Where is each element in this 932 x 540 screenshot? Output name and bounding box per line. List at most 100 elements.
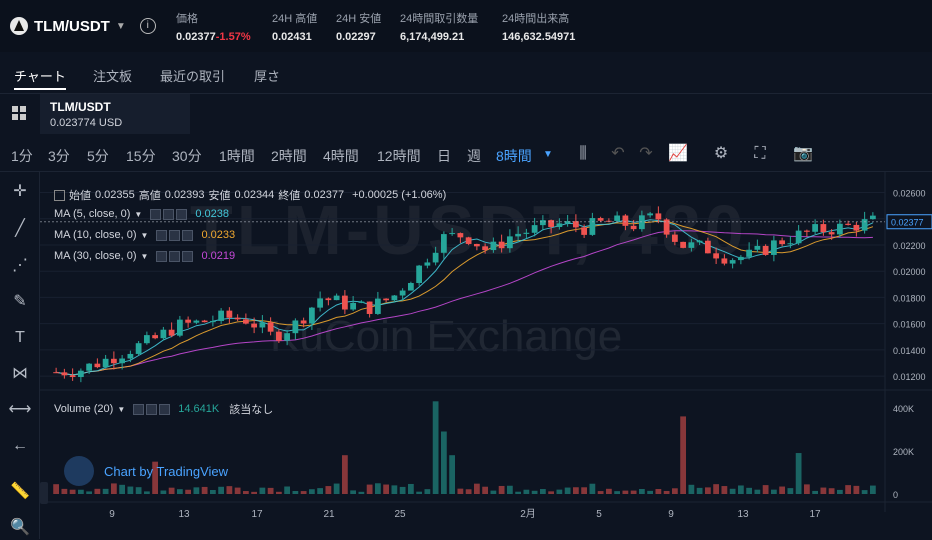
brush-icon[interactable]: ✎ bbox=[13, 293, 27, 310]
chevron-down-icon[interactable]: ▼ bbox=[140, 230, 149, 240]
tab-bar: チャート 注文板 最近の取引 厚さ bbox=[0, 52, 932, 94]
tf-1h[interactable]: 1時間 bbox=[219, 148, 255, 164]
volume-bar bbox=[663, 490, 670, 494]
indicator-controls[interactable] bbox=[150, 208, 188, 220]
tf-8h[interactable]: 8時間 bbox=[496, 148, 532, 164]
fullscreen-icon[interactable]: ⛶ bbox=[754, 145, 766, 162]
indicator-controls[interactable] bbox=[156, 250, 194, 262]
tf-4h[interactable]: 4時間 bbox=[323, 148, 359, 164]
symbol-info[interactable]: TLM/USDT 0.023774 USD bbox=[40, 94, 190, 134]
volume-bar bbox=[374, 483, 381, 494]
tf-day[interactable]: 日 bbox=[437, 148, 451, 164]
undo-icon[interactable]: ↶ bbox=[611, 145, 625, 162]
indicators-icon[interactable]: 📈 bbox=[668, 145, 688, 162]
chevron-down-icon[interactable]: ▼ bbox=[140, 251, 149, 261]
volume-bar bbox=[861, 490, 868, 494]
volume-bar bbox=[597, 491, 604, 494]
camera-icon[interactable]: 📷 bbox=[793, 145, 813, 162]
candle-body bbox=[556, 223, 563, 227]
stat-price: 価格 0.02377-1.57% bbox=[176, 12, 251, 43]
trendline-icon[interactable]: ╱ bbox=[15, 220, 25, 237]
candle-body bbox=[407, 283, 414, 291]
layout-grid-icon[interactable] bbox=[12, 106, 26, 120]
candle-body bbox=[300, 320, 307, 324]
volume-bar bbox=[432, 401, 439, 494]
tf-12h[interactable]: 12時間 bbox=[377, 148, 421, 164]
price-chart[interactable]: 0.026000.024000.022000.020000.018000.016… bbox=[40, 172, 932, 539]
pair-selector[interactable]: TLM/USDT ▼ i bbox=[0, 17, 176, 35]
volume-bar bbox=[259, 487, 266, 494]
back-arrow-icon[interactable]: ← bbox=[12, 437, 28, 454]
volume-bar bbox=[812, 490, 819, 494]
candle-body bbox=[391, 295, 398, 301]
candle-body bbox=[110, 358, 117, 364]
symbol-watermark: TLM-USDT, 480 bbox=[190, 191, 748, 269]
tab-orderbook[interactable]: 注文板 bbox=[93, 69, 133, 84]
candle-body bbox=[721, 258, 728, 264]
candle-body bbox=[350, 302, 357, 310]
crosshair-icon[interactable]: ✛ bbox=[13, 183, 27, 200]
volume-bar bbox=[630, 490, 637, 494]
info-icon[interactable]: i bbox=[139, 18, 156, 34]
stat-high: 24H 高値 0.02431 bbox=[272, 12, 318, 43]
candle-body bbox=[251, 323, 258, 328]
volume-legend[interactable]: Volume (20) ▼ 14.641K 該当なし bbox=[54, 403, 274, 416]
timeframe-toolbar: 1分 3分 5分 15分 30分 1時間 2時間 4時間 12時間 日 週 8時… bbox=[0, 136, 932, 172]
time-tick-label: 9 bbox=[668, 509, 674, 520]
volume-bar bbox=[135, 487, 142, 494]
tradingview-badge[interactable]: Chart by TradingView bbox=[64, 456, 228, 486]
volume-bar bbox=[581, 487, 588, 494]
volume-bar bbox=[869, 485, 876, 494]
gear-icon[interactable]: ⚙ bbox=[713, 145, 729, 162]
indicator-controls[interactable] bbox=[156, 229, 194, 241]
candle-body bbox=[564, 221, 571, 224]
time-tick-label: 2月 bbox=[520, 508, 536, 520]
candle-body bbox=[325, 298, 332, 301]
fib-icon[interactable]: ⋰ bbox=[12, 257, 28, 274]
candle-body bbox=[292, 320, 299, 334]
tf-2h[interactable]: 2時間 bbox=[271, 148, 307, 164]
pattern-icon[interactable]: ⋈ bbox=[12, 365, 28, 382]
candle-body bbox=[284, 333, 291, 341]
chart-area[interactable]: TLM-USDT, 480 KuCoin Exchange 0.02600 0.0… bbox=[40, 172, 932, 539]
volume-bar bbox=[209, 489, 216, 494]
volume-bar bbox=[176, 489, 183, 494]
candle-body bbox=[416, 265, 423, 284]
tab-recent-trades[interactable]: 最近の取引 bbox=[160, 69, 226, 84]
volume-bar bbox=[762, 485, 769, 494]
collapse-icon[interactable] bbox=[54, 189, 65, 201]
volume-bar bbox=[795, 453, 802, 494]
measure-icon[interactable]: ⟷ bbox=[8, 401, 32, 418]
tf-3m[interactable]: 3分 bbox=[48, 148, 70, 164]
candle-type-icon[interactable]: ⫼ bbox=[579, 145, 587, 162]
tf-1m[interactable]: 1分 bbox=[11, 148, 33, 164]
ma10-legend[interactable]: MA (10, close, 0) ▼ 0.0233 bbox=[54, 229, 236, 241]
chevron-down-icon[interactable]: ▼ bbox=[117, 404, 126, 414]
chevron-down-icon[interactable]: ▼ bbox=[134, 209, 143, 219]
tab-depth[interactable]: 厚さ bbox=[254, 69, 281, 84]
volume-bar bbox=[853, 485, 860, 494]
volume-bar bbox=[127, 486, 134, 494]
volume-bar bbox=[465, 489, 472, 494]
volume-bar bbox=[440, 431, 447, 494]
ma30-legend[interactable]: MA (30, close, 0) ▼ 0.0219 bbox=[54, 250, 236, 262]
price-tick-label: 0.01800 bbox=[893, 293, 926, 303]
redo-icon[interactable]: ↷ bbox=[639, 145, 653, 162]
ruler-icon[interactable]: 📏 bbox=[10, 483, 30, 500]
volume-bar bbox=[341, 455, 348, 494]
candle-body bbox=[498, 241, 505, 249]
text-icon[interactable]: T bbox=[15, 329, 25, 346]
indicator-controls[interactable] bbox=[133, 403, 171, 415]
volume-bar bbox=[721, 486, 728, 494]
zoom-icon[interactable]: 🔍 bbox=[10, 519, 30, 536]
tab-chart[interactable]: チャート bbox=[14, 66, 66, 90]
tf-30m[interactable]: 30分 bbox=[172, 148, 202, 164]
tf-week[interactable]: 週 bbox=[467, 148, 481, 164]
volume-bar bbox=[53, 484, 60, 494]
tf-5m[interactable]: 5分 bbox=[87, 148, 109, 164]
tf-15m[interactable]: 15分 bbox=[126, 148, 156, 164]
candle-body bbox=[523, 232, 530, 234]
chevron-down-icon[interactable]: ▼ bbox=[543, 149, 553, 160]
volume-bar bbox=[152, 461, 159, 494]
ma5-legend[interactable]: MA (5, close, 0) ▼ 0.0238 bbox=[54, 208, 229, 220]
